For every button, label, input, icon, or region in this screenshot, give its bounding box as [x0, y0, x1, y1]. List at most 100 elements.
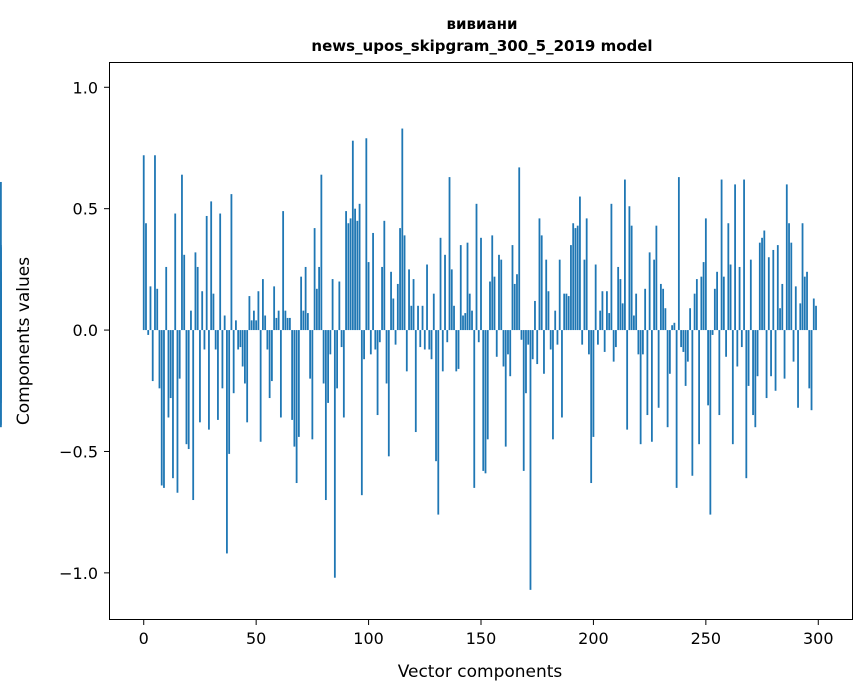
bar-202	[597, 330, 599, 345]
bar-177	[540, 235, 543, 331]
bar-130	[435, 330, 437, 462]
bar-103	[374, 330, 377, 350]
bar-97	[360, 330, 363, 496]
bar-212	[619, 279, 622, 331]
bar-63	[284, 310, 287, 331]
bar-6	[156, 288, 159, 331]
bar-269	[747, 330, 750, 386]
x-tick-label: 50	[246, 629, 266, 648]
bar-24	[196, 266, 199, 331]
bar-94	[354, 208, 356, 331]
bar-undefined	[0, 330, 2, 399]
bar-75	[311, 330, 314, 440]
bar-149	[477, 330, 480, 343]
bar-234	[668, 330, 671, 374]
bar-173	[531, 330, 534, 360]
bar-90	[345, 211, 347, 331]
bar-265	[738, 266, 741, 331]
y-tick-label: 0.5	[73, 200, 98, 219]
bar-276	[763, 230, 766, 331]
bar-81	[324, 330, 327, 501]
y-tick-label: 0.0	[73, 321, 98, 340]
bar-17	[181, 174, 183, 331]
bar-224	[646, 330, 649, 416]
bar-199	[590, 330, 593, 484]
bar-144	[466, 242, 469, 331]
bar-180	[547, 291, 550, 331]
bar-298	[812, 298, 815, 331]
bar-214	[624, 179, 626, 331]
bar-39	[230, 194, 233, 331]
bar-201	[594, 264, 597, 331]
bar-178	[543, 330, 545, 374]
bar-284	[781, 283, 784, 331]
bar-190	[570, 245, 572, 331]
bar-287	[788, 223, 790, 331]
bar-135	[446, 330, 449, 343]
bar-277	[765, 330, 768, 399]
bar-209	[612, 330, 615, 362]
bar-259	[725, 330, 727, 357]
bar-35	[221, 330, 224, 389]
bar-279	[770, 330, 772, 377]
bar-174	[534, 300, 536, 331]
bar-226	[650, 330, 653, 442]
bar-139	[455, 330, 458, 372]
bar-281	[774, 330, 777, 391]
bar-198	[588, 330, 590, 355]
bar-154	[489, 281, 491, 331]
bar-9	[163, 330, 165, 488]
bar-167	[518, 167, 521, 331]
bar-293	[801, 223, 804, 331]
bar-184	[556, 330, 559, 345]
bar-151	[482, 330, 485, 471]
bar-169	[522, 330, 525, 471]
bar-219	[635, 293, 638, 331]
bar-58	[273, 286, 276, 331]
bar-205	[603, 330, 606, 352]
bar-266	[740, 330, 743, 348]
y-tick-label: −1.0	[59, 564, 98, 583]
bar-68	[295, 330, 298, 484]
bar-147	[473, 330, 476, 488]
bar-240	[682, 330, 685, 352]
bar-250	[704, 218, 707, 331]
x-tick-label: 300	[803, 629, 834, 648]
bar-292	[799, 303, 802, 331]
bar-260	[727, 223, 730, 331]
bar-140	[457, 330, 460, 369]
bar-195	[581, 330, 584, 345]
bar-41	[235, 320, 237, 331]
bar-242	[686, 330, 689, 362]
bar-111	[392, 298, 395, 331]
bar-88	[340, 330, 343, 348]
bar-166	[516, 274, 518, 331]
bar-252	[709, 330, 712, 515]
bar-92	[349, 218, 352, 331]
bar-176	[538, 218, 541, 331]
bar-13	[172, 330, 174, 479]
bar-110	[390, 271, 392, 331]
bar-183	[554, 310, 557, 331]
bar-210	[615, 330, 617, 348]
bar-91	[347, 223, 350, 331]
bar-216	[628, 206, 631, 331]
bar-285	[783, 330, 786, 379]
bar-211	[617, 266, 620, 331]
bar-258	[722, 276, 725, 331]
bar-66	[291, 330, 294, 420]
bar-77	[315, 288, 318, 331]
bar-48	[250, 320, 253, 331]
bar-204	[601, 291, 604, 331]
bar-232	[664, 308, 667, 331]
bar-16	[178, 330, 181, 379]
bar-108	[385, 330, 388, 384]
bar-145	[468, 293, 471, 331]
bar-244	[691, 330, 694, 476]
bar-56	[268, 330, 271, 399]
bar-263	[734, 184, 736, 331]
bar-222	[641, 330, 644, 355]
bar-237	[675, 330, 678, 488]
bar-38	[228, 330, 231, 454]
bar-138	[453, 305, 455, 331]
